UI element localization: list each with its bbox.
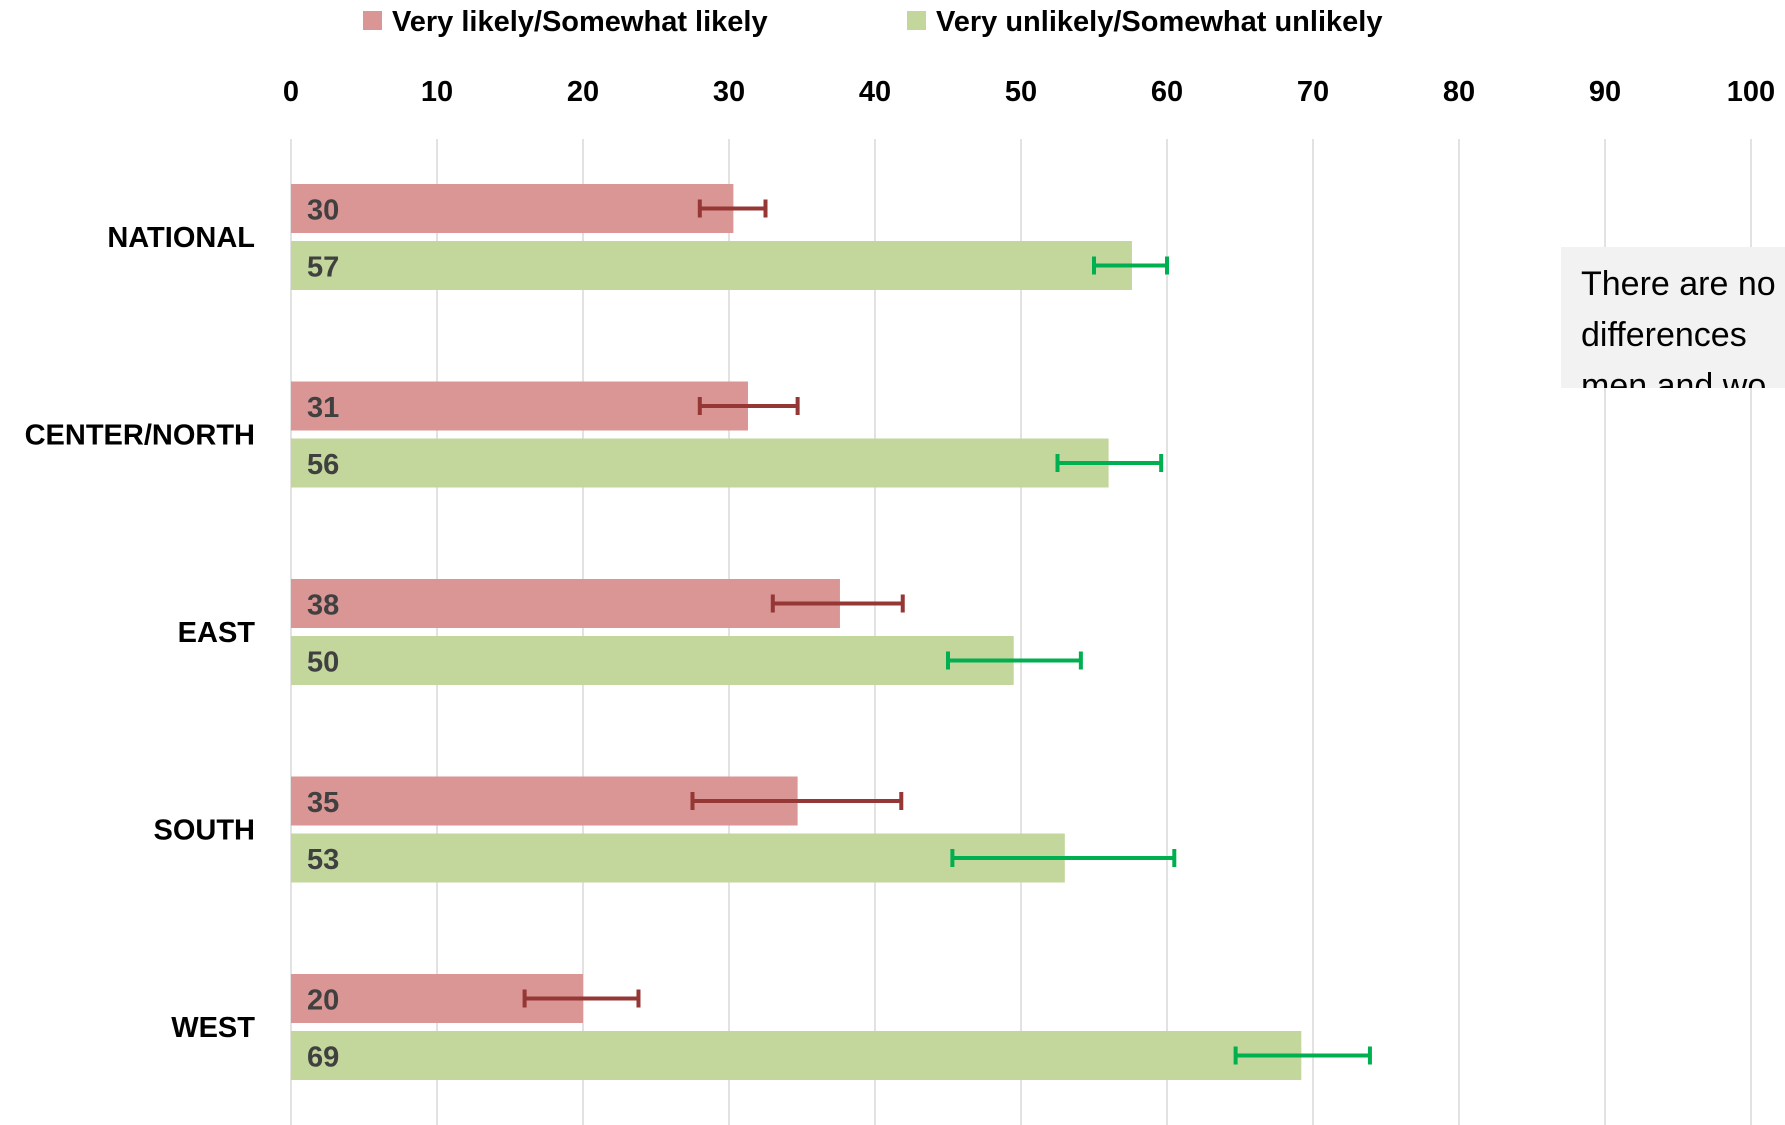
error-bar <box>1055 454 1164 472</box>
data-label: 69 <box>307 1042 339 1074</box>
category-label: NATIONAL <box>107 222 255 254</box>
bar-unlikely <box>291 833 1065 883</box>
x-tick-label: 50 <box>1005 76 1037 108</box>
error-bar <box>690 792 904 810</box>
error-bar <box>522 989 641 1008</box>
bar-unlikely <box>291 241 1132 290</box>
error-bar <box>946 651 1083 670</box>
category-label: CENTER/NORTH <box>25 420 255 452</box>
x-tick-label: 30 <box>713 76 745 108</box>
x-tick-label: 0 <box>283 76 299 108</box>
bar-likely <box>291 184 734 233</box>
bars: 30 57 31 56 38 50 35 53 20 69 <box>291 184 1372 1080</box>
category-label: WEST <box>171 1012 255 1044</box>
error-bar <box>770 594 905 613</box>
data-label: 30 <box>307 195 339 227</box>
bar-likely <box>291 381 748 431</box>
x-tick-label: 20 <box>567 76 599 108</box>
bar-likely <box>291 579 840 628</box>
category-labels: NATIONAL CENTER/NORTH EAST SOUTH WEST <box>25 222 256 1044</box>
legend: Very likely/Somewhat likely Very unlikel… <box>363 6 1382 38</box>
legend-label-likely: Very likely/Somewhat likely <box>392 6 768 38</box>
error-bar <box>697 397 800 415</box>
legend-swatch-unlikely <box>907 11 926 30</box>
data-label: 20 <box>307 985 339 1017</box>
x-tick-label: 60 <box>1151 76 1183 108</box>
bar-unlikely <box>291 438 1109 488</box>
data-label: 57 <box>307 252 339 284</box>
error-bar <box>1233 1046 1372 1065</box>
x-tick-label: 70 <box>1297 76 1329 108</box>
bar-unlikely <box>291 1031 1302 1080</box>
data-label: 38 <box>307 590 339 622</box>
annotation-note: There are no differences men and wo <box>1561 247 1785 388</box>
legend-label-unlikely: Very unlikely/Somewhat unlikely <box>936 6 1382 38</box>
x-tick-label: 10 <box>421 76 453 108</box>
x-tick-label: 90 <box>1589 76 1621 108</box>
data-label: 50 <box>307 647 339 679</box>
data-label: 35 <box>307 787 339 819</box>
category-label: EAST <box>178 617 256 649</box>
legend-swatch-likely <box>363 11 382 30</box>
x-tick-label: 100 <box>1727 76 1775 108</box>
bar-unlikely <box>291 636 1014 685</box>
error-bar <box>950 849 1177 867</box>
data-label: 53 <box>307 844 339 876</box>
data-label: 31 <box>307 392 339 424</box>
x-axis-ticks: 0 10 20 30 40 50 60 70 80 90 100 <box>283 76 1775 108</box>
error-bar <box>697 199 768 218</box>
category-label: SOUTH <box>154 815 256 847</box>
data-label: 56 <box>307 449 339 481</box>
x-tick-label: 80 <box>1443 76 1475 108</box>
x-tick-label: 40 <box>859 76 891 108</box>
error-bar <box>1092 256 1169 275</box>
